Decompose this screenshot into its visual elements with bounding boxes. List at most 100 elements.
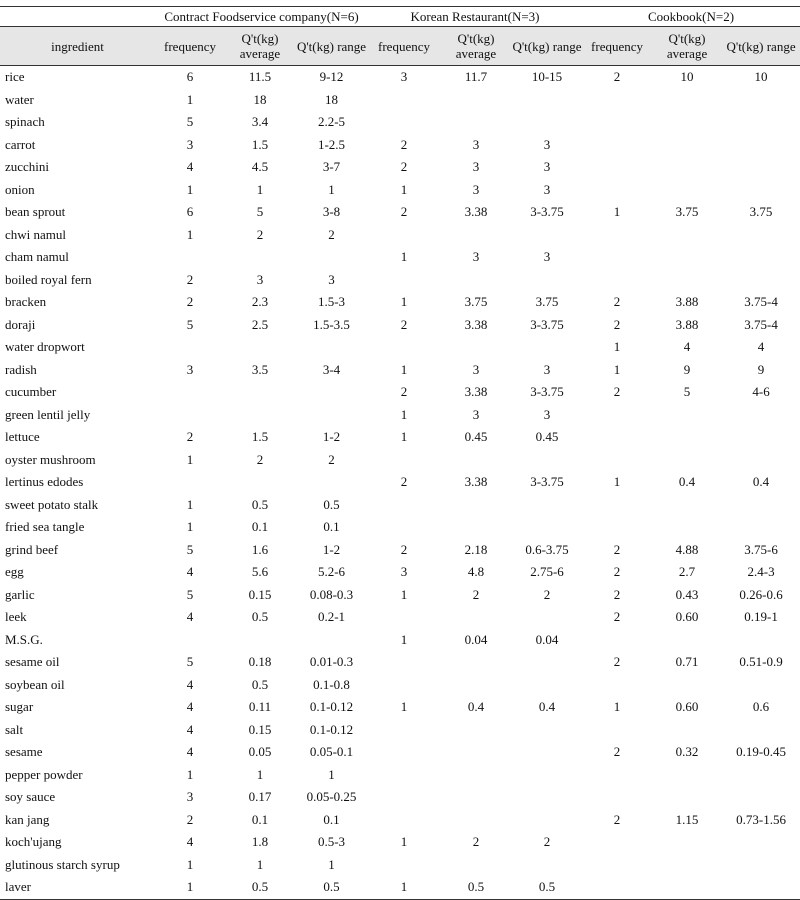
table-cell: 3 [472, 159, 480, 175]
table-cell: 1 [328, 766, 335, 782]
empty-cell [368, 651, 440, 674]
table-cell: 0.26-0.6 [739, 586, 783, 602]
table-cell: 2.3 [251, 294, 269, 310]
table-cell: radish [5, 361, 37, 377]
table-cell: 2 [400, 316, 408, 332]
table-cell: 3-4 [322, 361, 341, 377]
table-cell: 2 [400, 541, 408, 557]
empty-cell [582, 831, 652, 854]
empty-cell [582, 449, 652, 472]
empty-cell [652, 179, 722, 202]
table-cell: 1-2 [322, 429, 341, 445]
empty-cell [652, 854, 722, 877]
group-header: Cookbook(N=2) [582, 6, 800, 27]
table-cell: 5 [186, 114, 194, 130]
table-row: doraji 5 2.5 1.5-3.5 2 3.38 3-3.75 2 3.88 3.75-4 [0, 314, 800, 337]
table-cell: 11.7 [464, 69, 488, 85]
table-cell: lettuce [5, 429, 40, 445]
table-cell: 3 [472, 361, 480, 377]
table-cell: 4 [186, 699, 194, 715]
empty-cell [582, 269, 652, 292]
empty-cell [722, 156, 800, 179]
table-row: leek 4 0.5 0.2-1 2 0.60 0.19-1 [0, 606, 800, 629]
table-cell: 5 [683, 384, 691, 400]
empty-cell [652, 494, 722, 517]
table-row: salt 4 0.15 0.1-0.12 [0, 719, 800, 742]
table-row: zucchini 4 4.5 3-7 2 3 3 [0, 156, 800, 179]
empty-cell [722, 134, 800, 157]
table-cell: garlic [5, 586, 35, 602]
table-cell: 1 [186, 496, 194, 512]
empty-cell [722, 674, 800, 697]
table-cell: bracken [5, 294, 47, 310]
empty-cell [582, 854, 652, 877]
empty-cell [440, 606, 512, 629]
empty-cell [368, 854, 440, 877]
empty-cell [652, 629, 722, 652]
table-cell: 3 [543, 181, 551, 197]
empty-cell [582, 224, 652, 247]
table-cell: 0.1-0.12 [309, 721, 354, 737]
table-cell: 1 [328, 856, 335, 872]
table-cell: 0.1 [323, 519, 340, 535]
table-cell: 0.15 [248, 721, 272, 737]
table-cell: 1.5-3.5 [313, 316, 350, 332]
table-cell: 1.5 [251, 429, 269, 445]
empty-cell [512, 111, 582, 134]
table-row: pepper powder 1 1 1 [0, 764, 800, 787]
empty-cell [652, 269, 722, 292]
empty-cell [512, 269, 582, 292]
table-cell: 3.75 [464, 294, 488, 310]
data-table: Contract Foodservice company(N=6) Korean … [0, 6, 800, 900]
table-cell: cucumber [5, 384, 57, 400]
table-cell: 0.6 [752, 699, 770, 715]
table-cell: 4 [186, 834, 194, 850]
table-row: sweet potato stalk 1 0.5 0.5 [0, 494, 800, 517]
table-cell: 1 [256, 766, 264, 782]
table-cell: 0.5 [295, 876, 368, 900]
empty-cell [512, 719, 582, 742]
column-header: Q't(kg) average [225, 26, 295, 66]
table-cell: 3 [472, 406, 480, 422]
table-cell: 2 [328, 451, 335, 467]
table-cell: 10 [680, 69, 694, 85]
table-cell: 2.5 [251, 316, 269, 332]
empty-cell [512, 494, 582, 517]
empty-cell [582, 89, 652, 112]
table-cell: 5 [256, 204, 264, 220]
table-cell: 3-8 [322, 204, 341, 220]
empty-cell [440, 336, 512, 359]
table-row: glutinous starch syrup 1 1 1 [0, 854, 800, 877]
empty-cell [440, 719, 512, 742]
empty-cell [512, 674, 582, 697]
table-cell: 0.1 [251, 519, 269, 535]
column-header: frequency [368, 26, 440, 66]
table-cell: 3 [256, 271, 264, 287]
table-cell: 3 [472, 249, 480, 265]
empty-cell [652, 224, 722, 247]
table-cell: 0.04 [464, 631, 488, 647]
empty-cell [512, 741, 582, 764]
table-cell: 3-3.75 [530, 316, 564, 332]
table-cell: 3 [400, 69, 408, 85]
table-cell: 4 [186, 609, 194, 625]
empty-cell [652, 111, 722, 134]
table-cell: 3 [400, 564, 408, 580]
table-cell: 1 [186, 226, 194, 242]
empty-cell [440, 809, 512, 832]
table-cell: 3 [543, 361, 551, 377]
table-cell: 3 [472, 136, 480, 152]
table-cell: 1 [400, 834, 408, 850]
table-cell: 1 [613, 699, 621, 715]
table-cell: 2 [472, 586, 480, 602]
empty-cell [722, 831, 800, 854]
table-row: bracken 2 2.3 1.5-3 1 3.75 3.75 2 3.88 3.75-4 [0, 291, 800, 314]
table-cell: 2 [613, 654, 621, 670]
table-cell: 0.11 [248, 699, 272, 715]
table-cell: 2 [613, 564, 621, 580]
table-cell: 1 [400, 699, 408, 715]
column-header: ingredient [0, 26, 155, 66]
table-cell: 2 [613, 384, 621, 400]
empty-cell [722, 426, 800, 449]
table-cell: 0.5 [440, 876, 512, 900]
